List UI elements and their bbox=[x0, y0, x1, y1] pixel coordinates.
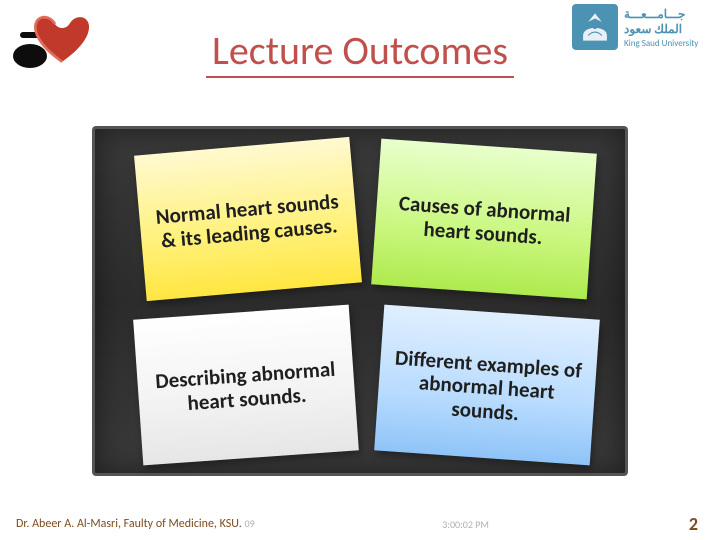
sticky-note-1-text: Normal heart sounds & its leading causes… bbox=[153, 190, 344, 253]
slide: جـــامـــعـــة الملك سعود King Saud Univ… bbox=[0, 0, 720, 540]
sticky-note-4-text: Different examples of abnormal heart sou… bbox=[391, 346, 583, 429]
footer-author: Dr. Abeer A. Al-Masri, Faulty of Medicin… bbox=[0, 517, 442, 531]
footer-faint: 09 bbox=[245, 517, 255, 530]
sticky-note-3-text: Describing abnormal heart sounds. bbox=[151, 358, 342, 418]
slide-footer: Dr. Abeer A. Al-Masri, Faulty of Medicin… bbox=[0, 508, 720, 540]
sticky-note-2: Causes of abnormal heart sounds. bbox=[371, 139, 597, 300]
footer-timestamp: 3:00:02 PM bbox=[442, 518, 689, 531]
footer-author-text: Dr. Abeer A. Al-Masri, Faulty of Medicin… bbox=[16, 517, 242, 531]
sticky-note-1: Normal heart sounds & its leading causes… bbox=[134, 137, 362, 301]
sticky-note-3: Describing abnormal heart sounds. bbox=[133, 305, 359, 466]
slide-title: Lecture Outcomes bbox=[0, 26, 720, 78]
logo-arabic-1: جـــامـــعـــة bbox=[624, 8, 712, 23]
sticky-note-4: Different examples of abnormal heart sou… bbox=[374, 305, 600, 466]
page-number: 2 bbox=[689, 513, 720, 535]
slide-title-text: Lecture Outcomes bbox=[206, 26, 514, 78]
sticky-note-2-text: Causes of abnormal heart sounds. bbox=[388, 192, 579, 252]
